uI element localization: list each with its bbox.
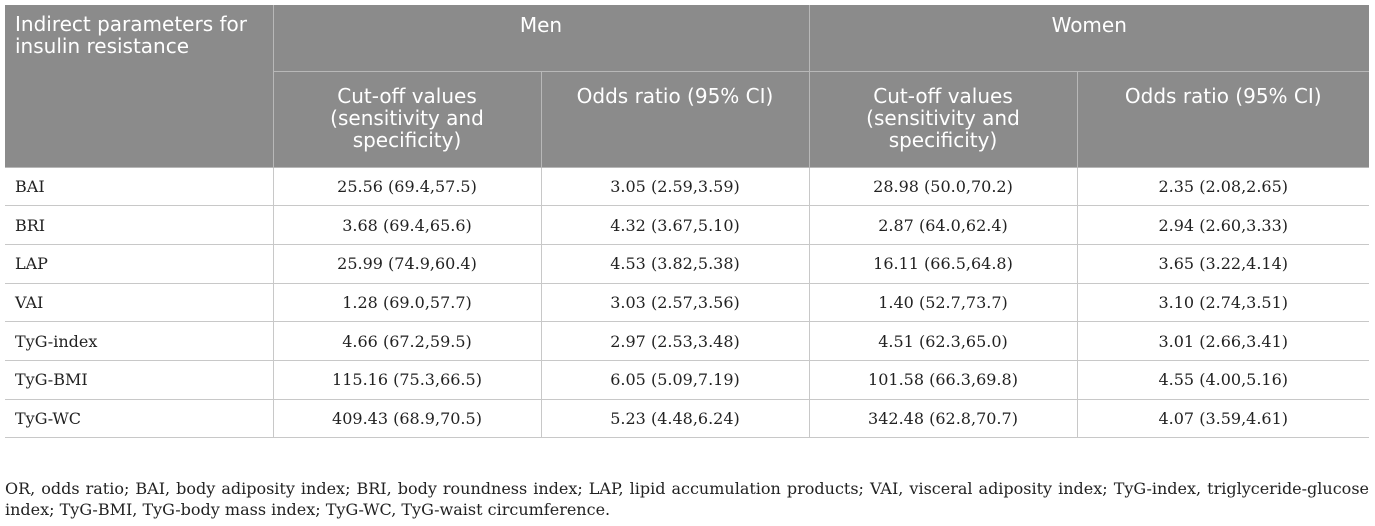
- header-row-subcolumns: Cut-off values (sensitivity and specific…: [5, 71, 1369, 168]
- table-row: BRI 3.68 (69.4,65.6) 4.32 (3.67,5.10) 2.…: [5, 205, 1369, 245]
- table-row: VAI 1.28 (69.0,57.7) 3.03 (2.57,3.56) 1.…: [5, 283, 1369, 323]
- women-odds-ratio-cell: 4.55 (4.00,5.16): [1077, 360, 1369, 400]
- women-cutoff-cell: 2.87 (64.0,62.4): [809, 205, 1078, 245]
- women-cutoff-cell: 4.51 (62.3,65.0): [809, 321, 1078, 361]
- table-footnote: OR, odds ratio; BAI, body adiposity inde…: [5, 479, 1369, 519]
- row-parameter: VAI: [5, 283, 274, 323]
- table-row: LAP 25.99 (74.9,60.4) 4.53 (3.82,5.38) 1…: [5, 244, 1369, 284]
- women-cutoff-cell: 101.58 (66.3,69.8): [809, 360, 1078, 400]
- table-row: TyG-WC 409.43 (68.9,70.5) 5.23 (4.48,6.2…: [5, 399, 1369, 439]
- row-parameter: LAP: [5, 244, 274, 284]
- women-odds-ratio-cell: 3.01 (2.66,3.41): [1077, 321, 1369, 361]
- women-cutoff-cell: 16.11 (66.5,64.8): [809, 244, 1078, 284]
- men-odds-ratio-cell: 3.05 (2.59,3.59): [541, 166, 810, 207]
- women-cutoff-cell: 28.98 (50.0,70.2): [809, 166, 1078, 207]
- header-parameters: Indirect parameters for insulin resistan…: [5, 5, 274, 168]
- women-cutoff-cell: 1.40 (52.7,73.7): [809, 283, 1078, 323]
- header-row-groups: Indirect parameters for insulin resistan…: [5, 5, 1369, 168]
- row-parameter: BRI: [5, 205, 274, 245]
- men-odds-ratio-cell: 3.03 (2.57,3.56): [541, 283, 810, 323]
- row-parameter: TyG-WC: [5, 399, 274, 439]
- women-odds-ratio-cell: 3.10 (2.74,3.51): [1077, 283, 1369, 323]
- women-cutoff-cell: 342.48 (62.8,70.7): [809, 399, 1078, 439]
- men-cutoff-cell: 115.16 (75.3,66.5): [273, 360, 542, 400]
- men-cutoff-cell: 409.43 (68.9,70.5): [273, 399, 542, 439]
- women-odds-ratio-cell: 3.65 (3.22,4.14): [1077, 244, 1369, 284]
- men-cutoff-cell: 3.68 (69.4,65.6): [273, 205, 542, 245]
- table-row: TyG-index 4.66 (67.2,59.5) 2.97 (2.53,3.…: [5, 321, 1369, 361]
- men-cutoff-cell: 1.28 (69.0,57.7): [273, 283, 542, 323]
- table-row: BAI 25.56 (69.4,57.5) 3.05 (2.59,3.59) 2…: [5, 166, 1369, 207]
- men-odds-ratio-cell: 2.97 (2.53,3.48): [541, 321, 810, 361]
- header-men-cutoff: Cut-off values (sensitivity and specific…: [273, 71, 542, 168]
- header-men-odds-ratio: Odds ratio (95% CI): [541, 71, 810, 168]
- women-odds-ratio-cell: 2.94 (2.60,3.33): [1077, 205, 1369, 245]
- men-odds-ratio-cell: 4.32 (3.67,5.10): [541, 205, 810, 245]
- men-cutoff-cell: 25.56 (69.4,57.5): [273, 166, 542, 207]
- row-parameter: TyG-BMI: [5, 360, 274, 400]
- results-table-container: Indirect parameters for insulin resistan…: [5, 5, 1369, 439]
- men-cutoff-cell: 25.99 (74.9,60.4): [273, 244, 542, 284]
- row-parameter: TyG-index: [5, 321, 274, 361]
- women-odds-ratio-cell: 4.07 (3.59,4.61): [1077, 399, 1369, 439]
- men-cutoff-cell: 4.66 (67.2,59.5): [273, 321, 542, 361]
- insulin-resistance-table: Indirect parameters for insulin resistan…: [5, 5, 1369, 439]
- row-parameter: BAI: [5, 166, 274, 207]
- men-odds-ratio-cell: 6.05 (5.09,7.19): [541, 360, 810, 400]
- women-odds-ratio-cell: 2.35 (2.08,2.65): [1077, 166, 1369, 207]
- header-women-cutoff: Cut-off values (sensitivity and specific…: [809, 71, 1078, 168]
- men-odds-ratio-cell: 4.53 (3.82,5.38): [541, 244, 810, 284]
- table-row: TyG-BMI 115.16 (75.3,66.5) 6.05 (5.09,7.…: [5, 360, 1369, 400]
- header-women-odds-ratio: Odds ratio (95% CI): [1077, 71, 1369, 168]
- header-group-women: Women: [809, 5, 1369, 72]
- men-odds-ratio-cell: 5.23 (4.48,6.24): [541, 399, 810, 439]
- header-group-men: Men: [273, 5, 810, 72]
